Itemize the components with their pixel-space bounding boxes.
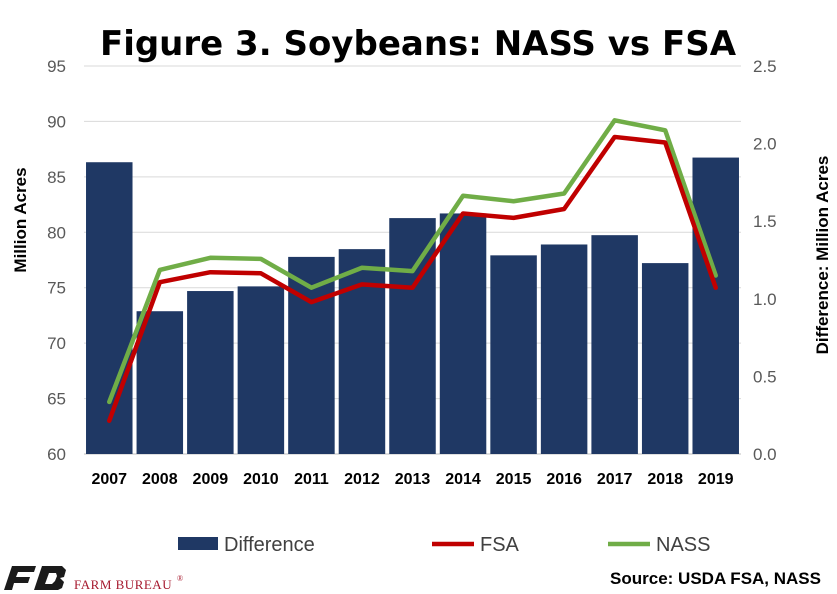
y2-tick-label: 0.5 [753,367,777,386]
x-tick-label: 2011 [294,471,329,488]
bar-difference [591,235,638,454]
x-tick-label: 2007 [91,471,127,488]
y-tick-label: 65 [47,390,66,409]
line-fsa [107,134,718,423]
legend-label: Difference [224,534,315,556]
y-tick-label: 95 [47,57,66,76]
x-tick-label: 2010 [243,471,279,488]
y-tick-label: 60 [47,445,66,464]
legend-label: NASS [656,534,710,556]
y2-tick-label: 1.0 [753,290,777,309]
y-tick-label: 70 [47,334,66,353]
bar-difference [237,286,285,454]
bar-difference [490,255,537,454]
legend: Difference FSA NASS [178,534,710,556]
farm-bureau-logo-mark [4,566,66,590]
y-tick-label: 85 [47,168,66,187]
x-tick-label: 2008 [142,471,178,488]
x-tick-label: 2009 [193,471,229,488]
right-axis-ticks: 2.5 2.0 1.5 1.0 0.5 0.0 [753,57,777,464]
x-tick-label: 2018 [647,471,683,488]
x-tick-label: 2017 [597,471,633,488]
x-tick-label: 2015 [496,471,532,488]
bar-difference [187,291,234,454]
y-tick-label: 90 [47,112,66,131]
bar-difference [439,213,487,454]
y2-tick-label: 2.5 [753,57,777,76]
bar-difference [641,263,689,454]
legend-swatch-difference [178,537,218,550]
y-axis-label: Million Acres [11,167,30,272]
bar-difference [540,244,588,454]
y2-tick-label: 0.0 [753,445,777,464]
line-nass [107,118,718,405]
x-tick-label: 2019 [698,471,734,488]
bar-difference [338,249,386,454]
x-tick-label: 2012 [344,471,380,488]
logo-text: FARM BUREAU [74,577,172,592]
farm-bureau-logo: FARM BUREAU ® [4,566,183,592]
y-tick-label: 80 [47,223,66,242]
bar-difference [136,311,184,454]
bar-difference [389,218,436,454]
x-tick-label: 2013 [395,471,431,488]
bar-difference [692,157,739,454]
x-axis-ticks: 2007 2008 2009 2010 2011 2012 2013 2014 2015 2016… [91,471,733,488]
legend-label: FSA [480,534,520,556]
chart-title: Figure 3. Soybeans: NASS vs FSA [100,24,737,64]
y2-axis-label: Difference: Million Acres [813,156,832,355]
source-note: Source: USDA FSA, NASS [610,569,821,588]
y-tick-label: 75 [47,279,66,298]
bar-difference [86,162,133,454]
difference-bars [86,157,739,454]
x-tick-label: 2014 [445,471,481,488]
x-tick-label: 2016 [546,471,582,488]
y2-tick-label: 2.0 [753,135,777,154]
logo-registered-mark: ® [177,574,183,583]
y2-tick-label: 1.5 [753,212,777,231]
series-lines [107,118,718,423]
left-axis-ticks: 95 90 85 80 75 70 65 60 [47,57,66,464]
